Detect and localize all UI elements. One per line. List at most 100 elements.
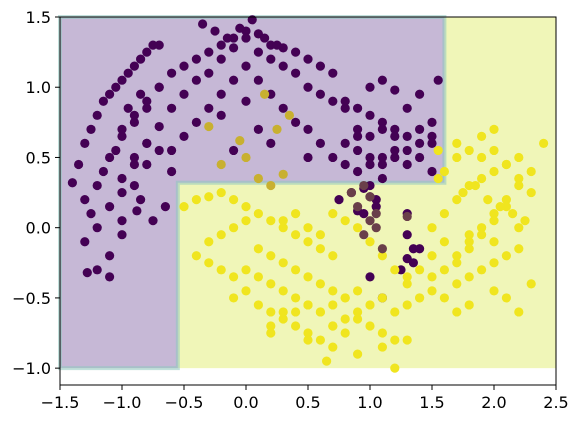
- data-point-s1-91: [501, 251, 511, 261]
- data-point-s0-109: [353, 145, 363, 156]
- data-point-s0-147: [148, 216, 158, 226]
- data-point-s0-126: [377, 124, 387, 134]
- data-point-s0-39: [82, 268, 92, 278]
- data-point-s1-108: [464, 244, 474, 254]
- data-point-s0-66: [229, 43, 239, 53]
- data-point-s0-36: [129, 180, 139, 191]
- data-point-s1-68: [340, 216, 350, 226]
- data-point-s1-74: [266, 328, 276, 338]
- data-point-s0-11: [136, 54, 146, 64]
- data-point-s0-115: [427, 131, 437, 141]
- data-point-s1-135: [507, 209, 518, 219]
- x-tick-label: 0.0: [233, 393, 258, 412]
- data-point-s1-98: [464, 237, 474, 247]
- data-point-s1-14: [216, 230, 226, 240]
- data-point-s0-48: [204, 47, 214, 57]
- data-point-s0-123: [427, 166, 437, 177]
- data-point-s0-117: [353, 166, 363, 177]
- data-point-s1-138: [489, 237, 499, 247]
- x-tick-label: −0.5: [165, 393, 204, 412]
- data-point-s0-102: [365, 110, 375, 120]
- data-point-s0-35: [117, 216, 127, 226]
- data-point-s0-55: [291, 47, 301, 57]
- data-point-s0-118: [365, 159, 375, 170]
- y-axis: −1.0 −0.5 0.0 0.5 1.0 1.5: [12, 8, 60, 378]
- data-point-s1-55: [303, 328, 313, 338]
- data-point-s0-31: [129, 159, 139, 170]
- data-point-s0-112: [390, 152, 400, 163]
- data-point-s0-98: [229, 145, 239, 156]
- data-point-s0-108: [340, 138, 350, 149]
- data-point-s1-11: [315, 244, 325, 254]
- data-point-s3-7: [359, 180, 369, 191]
- data-point-s1-12: [328, 251, 338, 261]
- data-point-s1-6: [253, 209, 263, 219]
- data-point-s0-128: [402, 103, 412, 113]
- data-point-s0-137: [377, 173, 387, 184]
- data-point-s0-97: [266, 138, 276, 149]
- data-point-s1-80: [322, 356, 332, 366]
- data-point-s1-49: [353, 307, 363, 317]
- data-point-s1-66: [315, 230, 325, 240]
- data-point-s1-64: [291, 209, 301, 219]
- data-point-s1-56: [315, 335, 325, 345]
- data-point-s2-1: [216, 159, 226, 170]
- data-point-s0-121: [402, 159, 412, 170]
- data-point-s1-73: [402, 272, 412, 282]
- data-point-s0-135: [353, 131, 363, 141]
- data-point-s1-92: [514, 244, 524, 254]
- data-point-s2-4: [266, 180, 276, 191]
- data-point-s1-95: [427, 251, 437, 261]
- data-point-s0-9: [123, 68, 133, 78]
- data-point-s1-104: [415, 293, 425, 303]
- data-point-s0-57: [315, 61, 325, 71]
- data-point-s1-69: [353, 223, 363, 233]
- data-point-s0-10: [129, 61, 139, 71]
- data-point-s0-3: [86, 124, 96, 134]
- data-point-s1-25: [191, 251, 201, 261]
- data-point-s1-57: [328, 321, 338, 331]
- data-point-s1-71: [377, 251, 387, 261]
- data-point-s0-119: [377, 152, 387, 163]
- data-point-s1-61: [377, 328, 387, 338]
- data-point-s1-27: [216, 265, 226, 275]
- data-point-s1-147: [433, 173, 443, 184]
- data-point-s0-70: [278, 61, 288, 71]
- data-point-s1-129: [501, 293, 511, 303]
- data-point-s1-33: [291, 293, 301, 303]
- data-point-s1-105: [427, 272, 437, 282]
- data-point-s0-76: [167, 145, 177, 156]
- data-point-s0-90: [222, 33, 232, 43]
- data-point-s0-56: [303, 54, 313, 64]
- data-point-s0-19: [129, 117, 139, 127]
- data-point-s3-5: [365, 192, 375, 202]
- data-point-s1-124: [501, 159, 511, 170]
- data-point-s1-41: [253, 300, 263, 310]
- data-point-s1-8: [278, 223, 288, 233]
- data-point-s0-75: [340, 103, 350, 113]
- data-point-s1-52: [266, 321, 276, 331]
- data-point-s0-59: [142, 138, 152, 149]
- data-point-s1-131: [458, 187, 468, 198]
- data-point-s0-111: [377, 159, 387, 170]
- data-point-s0-40: [132, 206, 142, 216]
- x-tick-label: 1.0: [357, 393, 382, 412]
- data-point-s0-114: [415, 138, 425, 149]
- data-point-s0-60: [154, 121, 164, 132]
- data-point-s1-142: [464, 145, 474, 156]
- data-point-s1-126: [452, 307, 462, 317]
- data-point-s1-123: [489, 145, 499, 156]
- data-point-s0-58: [328, 68, 338, 78]
- y-tick-label: 0.0: [26, 219, 51, 238]
- data-point-s0-104: [390, 124, 400, 134]
- data-point-s2-0: [204, 121, 214, 132]
- data-point-s0-65: [216, 54, 226, 64]
- data-point-s1-145: [452, 138, 462, 149]
- data-point-s0-46: [179, 61, 189, 71]
- x-tick-label: 0.5: [295, 393, 320, 412]
- data-point-s0-68: [253, 47, 263, 57]
- data-point-s0-23: [98, 166, 108, 177]
- data-point-s0-89: [210, 26, 220, 36]
- data-point-s0-155: [371, 202, 381, 212]
- data-point-s1-44: [291, 307, 301, 317]
